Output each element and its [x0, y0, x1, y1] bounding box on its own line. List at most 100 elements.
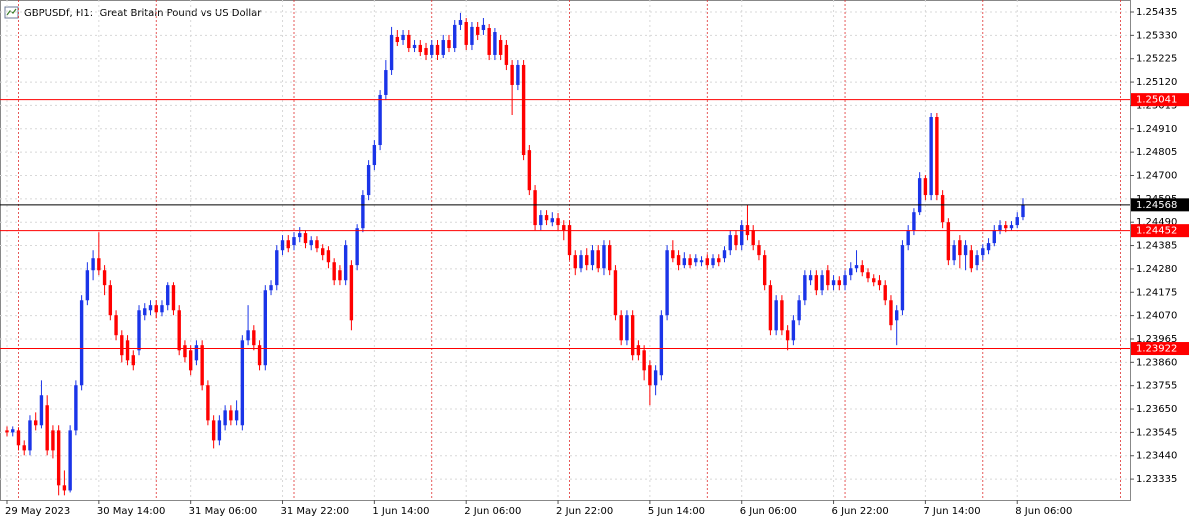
candle-body: [585, 255, 589, 266]
candle-body: [814, 275, 819, 291]
last-price-line-label-box: [1131, 198, 1189, 212]
candle-body: [917, 178, 922, 213]
candle-body: [946, 222, 951, 261]
x-tick-label: 29 May 2023: [5, 506, 70, 517]
candle-body: [877, 280, 882, 286]
y-tick-label: 1.25120: [1136, 77, 1177, 88]
candle-body: [820, 275, 824, 291]
candle-body: [630, 315, 635, 356]
candle-body: [940, 195, 945, 223]
candle-body: [963, 245, 968, 256]
candle-body: [883, 285, 887, 301]
candle-body: [412, 44, 417, 49]
candle-body: [160, 305, 164, 313]
candle-body: [613, 270, 618, 316]
candle-body: [34, 420, 38, 426]
candle-body: [74, 385, 78, 431]
candle-body: [734, 235, 738, 246]
candle-body: [326, 250, 331, 263]
y-tick-label: 1.24070: [1136, 311, 1177, 322]
y-tick-label: 1.23860: [1136, 357, 1177, 368]
candle-body: [504, 44, 509, 65]
candle-body: [521, 64, 526, 156]
candle-body: [453, 24, 457, 49]
y-tick-label: 1.23755: [1136, 381, 1177, 392]
candle-body: [780, 300, 784, 331]
candle-body: [45, 405, 49, 451]
candle-body: [131, 355, 135, 366]
candle-body: [751, 230, 755, 246]
last-price-line-label: 1.24568: [1136, 200, 1177, 211]
y-tick-label: 1.24385: [1136, 241, 1177, 252]
y-tick-label: 1.24175: [1136, 287, 1177, 298]
candle-body: [694, 258, 698, 263]
candle-body: [120, 335, 124, 356]
x-tick-label: 5 Jun 14:00: [648, 506, 705, 517]
candle-body: [11, 429, 15, 433]
level-line-label: 1.23922: [1136, 344, 1177, 355]
candle-body: [1009, 225, 1014, 229]
candle-body: [866, 272, 870, 279]
candle-body: [562, 225, 566, 231]
candle-body: [849, 268, 853, 276]
candle-body: [831, 280, 836, 286]
y-tick-label: 1.23335: [1136, 474, 1177, 485]
candle-body: [768, 285, 773, 331]
candle-body: [998, 225, 1002, 231]
candle-body: [671, 250, 675, 259]
candle-body: [567, 225, 572, 256]
candle-body: [981, 248, 985, 256]
candle-body: [659, 315, 664, 376]
candle-body: [619, 315, 623, 341]
candle-body: [992, 230, 996, 244]
candle-body: [803, 275, 807, 301]
candle-body: [177, 310, 181, 351]
candle-body: [211, 420, 216, 441]
candle-body: [912, 212, 916, 231]
candle-body: [229, 410, 233, 421]
candle-body: [223, 410, 227, 426]
candle-body: [298, 233, 302, 238]
candle-body: [699, 260, 704, 263]
candle-body: [550, 218, 554, 223]
candle-body: [401, 34, 405, 41]
candle-body: [711, 258, 715, 266]
candle-body: [1021, 204, 1025, 218]
candle-body: [148, 305, 153, 311]
x-tick-label: 2 Jun 22:00: [556, 506, 613, 517]
candle-body: [642, 350, 646, 371]
candle-body: [539, 215, 543, 226]
chart-title: GBPUSDf, H1: Great Britain Pound vs US D…: [24, 8, 262, 19]
candle-body: [958, 240, 962, 256]
y-tick-label: 1.25435: [1136, 7, 1177, 18]
candle-body: [475, 26, 480, 35]
candle-body: [533, 190, 537, 226]
x-tick-label: 1 Jun 14:00: [372, 506, 429, 517]
candle-body: [355, 228, 359, 266]
candle-body: [97, 258, 101, 271]
candle-body: [556, 218, 560, 226]
candle-body: [872, 278, 876, 283]
candle-body: [808, 275, 813, 281]
candle-body: [22, 445, 26, 451]
candle-body: [625, 315, 629, 341]
candle-body: [166, 285, 170, 306]
candle-body: [923, 178, 928, 196]
candle-body: [900, 245, 905, 311]
candle-body: [596, 250, 600, 269]
candle-body: [889, 300, 893, 326]
candle-body: [458, 20, 463, 25]
candle-body: [464, 22, 468, 45]
candle-body: [854, 265, 859, 269]
candle-body: [28, 420, 32, 451]
candle-body: [257, 345, 262, 366]
candle-body: [108, 285, 113, 316]
candle-body: [516, 64, 520, 85]
x-tick-label: 6 Jun 22:00: [832, 506, 889, 517]
candle-body: [740, 225, 744, 246]
candle-body: [240, 340, 245, 426]
candle-body: [62, 485, 67, 491]
candle-body: [745, 225, 750, 236]
